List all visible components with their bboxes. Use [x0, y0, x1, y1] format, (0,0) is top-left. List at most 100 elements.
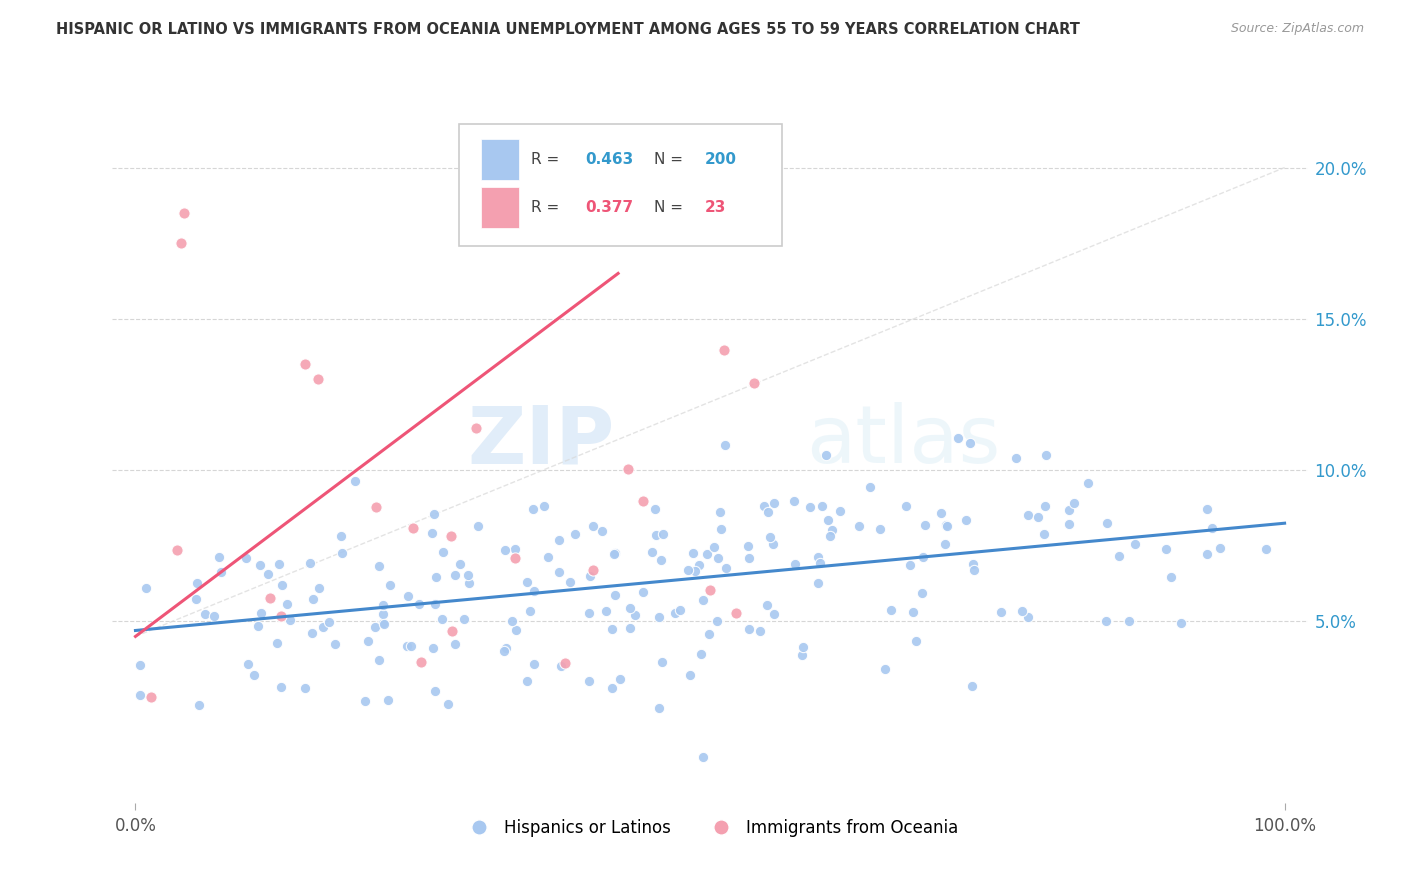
- Point: [955, 512, 977, 526]
- Point: [896, 499, 918, 513]
- Point: [591, 524, 613, 538]
- Point: [548, 533, 571, 548]
- Point: [457, 576, 479, 591]
- Point: [1063, 496, 1085, 510]
- Point: [519, 604, 541, 618]
- Point: [817, 513, 839, 527]
- Point: [603, 547, 626, 561]
- Point: [859, 480, 882, 494]
- Point: [714, 438, 737, 452]
- Point: [1017, 508, 1039, 522]
- Text: R =: R =: [531, 201, 564, 216]
- Point: [811, 500, 834, 514]
- Point: [554, 657, 576, 671]
- Point: [624, 608, 647, 623]
- Point: [501, 614, 523, 628]
- Point: [422, 641, 444, 656]
- Point: [505, 623, 527, 637]
- Point: [763, 496, 786, 510]
- Point: [423, 684, 446, 698]
- Point: [742, 376, 765, 391]
- Point: [692, 592, 714, 607]
- Point: [962, 679, 984, 693]
- Point: [707, 551, 730, 566]
- Point: [754, 499, 776, 513]
- Point: [503, 541, 526, 556]
- Point: [318, 615, 340, 629]
- Point: [1197, 547, 1219, 561]
- Point: [648, 609, 671, 624]
- Point: [1160, 570, 1182, 584]
- Point: [1028, 510, 1050, 524]
- Point: [879, 602, 901, 616]
- Point: [367, 558, 389, 573]
- Point: [548, 565, 571, 579]
- Point: [935, 517, 957, 532]
- Point: [276, 597, 298, 611]
- Point: [641, 545, 664, 559]
- Point: [467, 519, 489, 533]
- Point: [709, 522, 731, 536]
- Point: [1077, 475, 1099, 490]
- Point: [830, 504, 852, 518]
- Point: [378, 578, 401, 592]
- Point: [420, 526, 443, 541]
- Point: [713, 343, 735, 357]
- Point: [464, 420, 486, 434]
- Point: [1057, 517, 1080, 532]
- Point: [523, 583, 546, 598]
- Point: [1095, 516, 1118, 531]
- Point: [533, 500, 555, 514]
- Point: [259, 591, 281, 606]
- Point: [699, 582, 721, 597]
- Point: [208, 550, 231, 565]
- Point: [278, 613, 301, 627]
- FancyBboxPatch shape: [481, 138, 519, 180]
- Point: [1033, 500, 1056, 514]
- Point: [344, 475, 367, 489]
- Text: N =: N =: [654, 152, 688, 167]
- Point: [603, 546, 626, 560]
- Point: [302, 592, 325, 607]
- Point: [307, 372, 329, 386]
- Text: Source: ZipAtlas.com: Source: ZipAtlas.com: [1230, 22, 1364, 36]
- Text: ZIP: ZIP: [467, 402, 614, 480]
- Point: [371, 615, 394, 630]
- Point: [679, 668, 702, 682]
- Point: [449, 558, 471, 572]
- Point: [683, 564, 706, 578]
- Point: [503, 551, 526, 566]
- Point: [186, 575, 208, 590]
- Point: [696, 547, 718, 561]
- Point: [724, 606, 747, 620]
- Point: [959, 436, 981, 450]
- Point: [457, 567, 479, 582]
- Point: [367, 653, 389, 667]
- Point: [522, 502, 544, 516]
- Point: [762, 607, 785, 622]
- Point: [141, 690, 163, 704]
- Point: [440, 529, 463, 543]
- Point: [411, 655, 433, 669]
- Text: 0.377: 0.377: [586, 201, 634, 216]
- Point: [873, 662, 896, 676]
- Legend: Hispanics or Latinos, Immigrants from Oceania: Hispanics or Latinos, Immigrants from Oc…: [456, 812, 965, 843]
- Point: [1154, 541, 1177, 556]
- Point: [783, 494, 806, 508]
- Point: [236, 657, 259, 672]
- Point: [1195, 501, 1218, 516]
- Point: [128, 689, 150, 703]
- Point: [564, 527, 586, 541]
- Point: [523, 657, 546, 672]
- Point: [186, 592, 208, 607]
- Point: [270, 578, 292, 592]
- Point: [166, 542, 188, 557]
- Point: [600, 622, 623, 636]
- Point: [550, 659, 572, 673]
- Point: [395, 639, 418, 653]
- Point: [807, 576, 830, 591]
- Point: [820, 529, 842, 543]
- Point: [682, 546, 704, 560]
- Point: [537, 550, 560, 565]
- Point: [1095, 614, 1118, 628]
